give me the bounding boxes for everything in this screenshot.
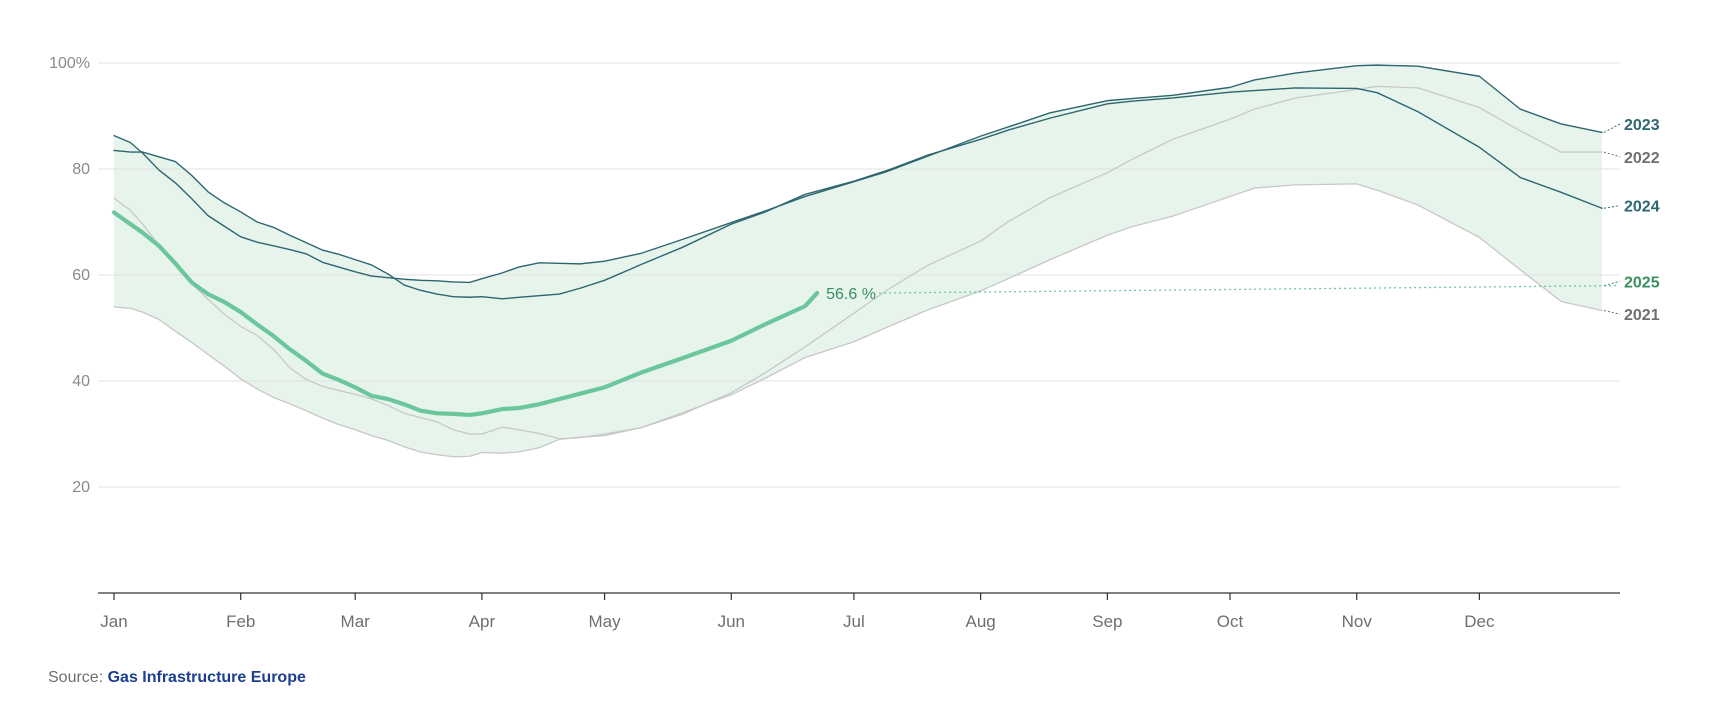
current-value-annotation: 56.6 % bbox=[826, 286, 876, 303]
end-label-leader-2022 bbox=[1603, 151, 1621, 158]
x-tick-label-Mar: Mar bbox=[341, 612, 371, 631]
series-line-2023 bbox=[113, 64, 1603, 284]
series-line-2021 bbox=[113, 183, 1603, 458]
gridlines: 100% 80 60 40 20 bbox=[49, 55, 1620, 496]
end-label-2022: 2022 bbox=[1624, 150, 1660, 167]
series-line-2024 bbox=[113, 87, 1603, 300]
projection-line-2025 bbox=[879, 284, 1619, 294]
end-label-2021: 2021 bbox=[1624, 307, 1660, 324]
labels: 56.6 % 2023 2022 2024 2025 2021 bbox=[826, 117, 1660, 324]
y-tick-label-80: 80 bbox=[72, 161, 90, 178]
y-tick-label-100: 100% bbox=[49, 55, 90, 72]
x-tick-label-May: May bbox=[588, 612, 621, 631]
y-tick-label-20: 20 bbox=[72, 479, 90, 496]
source-link[interactable]: Gas Infrastructure Europe bbox=[107, 669, 306, 686]
x-tick-label-Apr: Apr bbox=[469, 612, 496, 631]
end-label-leader-2024 bbox=[1603, 205, 1621, 209]
x-tick-label-Aug: Aug bbox=[966, 612, 996, 631]
end-label-2025: 2025 bbox=[1624, 274, 1660, 291]
x-tick-label-Oct: Oct bbox=[1217, 612, 1244, 631]
range-band bbox=[114, 65, 1602, 457]
x-tick-label-Dec: Dec bbox=[1464, 612, 1495, 631]
end-label-leader-2021 bbox=[1603, 310, 1621, 315]
historical-range-area bbox=[114, 65, 1602, 457]
series-line-2022 bbox=[113, 85, 1603, 440]
x-tick-label-Sep: Sep bbox=[1092, 612, 1122, 631]
end-label-2024: 2024 bbox=[1624, 199, 1660, 216]
y-tick-label-40: 40 bbox=[72, 373, 90, 390]
source-prefix: Source: bbox=[48, 669, 104, 686]
y-tick-label-60: 60 bbox=[72, 267, 90, 284]
x-tick-label-Jan: Jan bbox=[100, 612, 127, 631]
x-tick-label-Jun: Jun bbox=[718, 612, 745, 631]
x-tick-label-Jul: Jul bbox=[843, 612, 865, 631]
x-tick-label-Nov: Nov bbox=[1342, 612, 1373, 631]
end-label-2023: 2023 bbox=[1624, 117, 1660, 134]
series-line-2025 bbox=[111, 210, 820, 418]
end-label-leader-2023 bbox=[1603, 123, 1621, 133]
x-axis: Jan Feb Mar Apr May Jun Jul Aug Sep Oct Nov Dec bbox=[98, 592, 1620, 631]
end-label-leader-2025 bbox=[1603, 280, 1621, 287]
x-tick-label-Feb: Feb bbox=[226, 612, 255, 631]
series-lines bbox=[111, 64, 1619, 458]
source-note: Source: Gas Infrastructure Europe bbox=[48, 669, 306, 687]
